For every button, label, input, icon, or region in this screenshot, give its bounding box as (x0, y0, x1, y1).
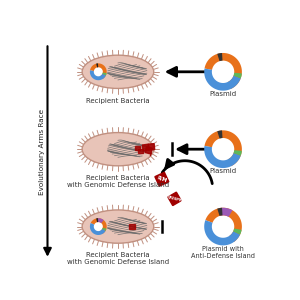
Polygon shape (155, 172, 169, 186)
Ellipse shape (82, 55, 154, 88)
Text: Recipient Bacteria
with Genomic Defense Island: Recipient Bacteria with Genomic Defense … (67, 252, 169, 266)
Polygon shape (138, 149, 143, 153)
Polygon shape (129, 224, 135, 229)
Text: Recipient Bacteria: Recipient Bacteria (86, 98, 150, 104)
Ellipse shape (82, 133, 154, 166)
Circle shape (208, 212, 238, 242)
Text: CRISPR: CRISPR (166, 195, 183, 203)
Polygon shape (168, 192, 181, 206)
Text: Plasmid: Plasmid (209, 91, 237, 97)
Text: Plasmid with
Anti-Defense Island: Plasmid with Anti-Defense Island (191, 246, 255, 259)
Circle shape (92, 220, 105, 233)
Text: Evolutionary Arms Race: Evolutionary Arms Race (39, 108, 45, 195)
Polygon shape (145, 147, 152, 154)
Text: Plasmid: Plasmid (209, 168, 237, 174)
Polygon shape (135, 146, 140, 150)
Polygon shape (142, 144, 149, 151)
Circle shape (208, 57, 238, 87)
Text: Recipient Bacteria
with Genomic Defense Island: Recipient Bacteria with Genomic Defense … (67, 175, 169, 188)
Circle shape (208, 134, 238, 164)
Text: R/M: R/M (156, 175, 168, 183)
Polygon shape (148, 144, 155, 150)
Ellipse shape (82, 210, 154, 243)
Circle shape (92, 65, 105, 78)
